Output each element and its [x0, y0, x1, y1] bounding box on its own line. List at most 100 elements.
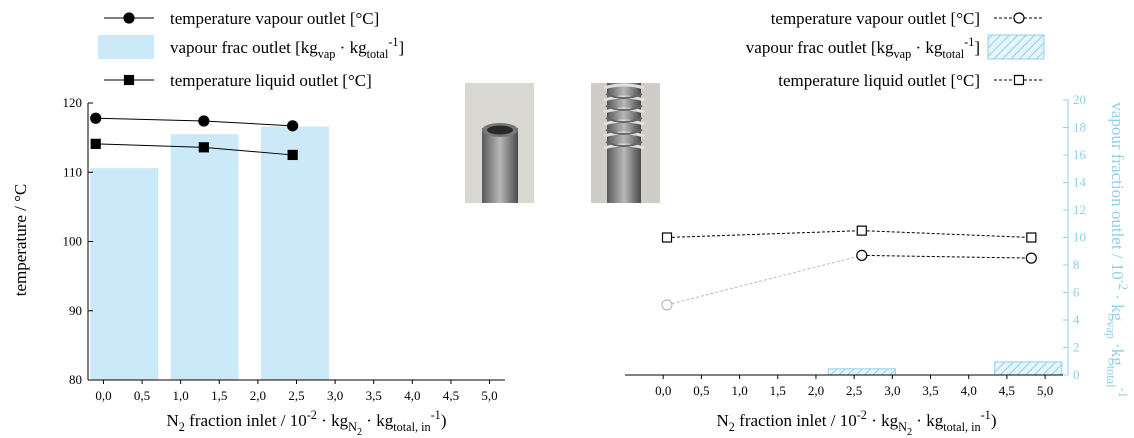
x-tick-label: 4,0: [404, 388, 420, 403]
x-tick-label: 4,0: [961, 383, 977, 398]
x-tick-label: 3,0: [884, 383, 900, 398]
x-axis-label-part: fraction inlet / 10: [185, 411, 307, 430]
legend-label-part: -1: [388, 35, 398, 49]
legend-label-part: total: [942, 47, 964, 61]
legend-label-part: temperature liquid outlet [°C]: [778, 71, 980, 90]
line-segment: [96, 118, 204, 121]
bar: [261, 127, 329, 380]
y-axis-label: temperature / °C: [11, 184, 30, 297]
legend-label-part: · kg: [911, 38, 943, 57]
y-axis-label-part: vapour fraction outlet / 10: [1108, 102, 1127, 280]
x-tick-label: 0,0: [95, 388, 111, 403]
photo-plain-tube: [465, 83, 534, 203]
legend-label: temperature vapour outlet [°C]: [170, 9, 379, 28]
x-axis-label-part: -2: [857, 408, 867, 422]
x-tick-label: 4,5: [443, 388, 459, 403]
point: [857, 226, 866, 235]
x-axis-label-part: -1: [981, 408, 991, 422]
legend-label-part: vap: [894, 47, 912, 61]
x-tick-label: 1,5: [770, 383, 786, 398]
point: [288, 150, 297, 159]
point: [91, 139, 100, 148]
x-axis-label-part: fraction inlet / 10: [735, 411, 857, 430]
y-tick-label: 12: [1073, 202, 1086, 217]
y-axis-label-part: vap: [1104, 321, 1118, 339]
x-tick-label: 2,5: [288, 388, 304, 403]
y-tick-label: 16: [1073, 147, 1087, 162]
bar: [171, 134, 239, 380]
y-axis-label-part: temperature / °C: [11, 184, 30, 297]
y-tick-label: 10: [1073, 230, 1086, 245]
legend-marker: [1014, 13, 1024, 23]
y-tick-label: 14: [1073, 175, 1087, 190]
y-axis-label-part: · kg: [1108, 290, 1127, 322]
y-axis-label-part: ·kg: [1108, 339, 1127, 366]
y-axis-label-part: -2: [1116, 280, 1130, 290]
x-axis-label-part: · kg: [867, 411, 899, 430]
line-segment: [862, 255, 1032, 258]
y-tick-label: 100: [63, 234, 83, 249]
x-axis-label: N2 fraction inlet / 10-2 · kgN2 · kgtota…: [717, 408, 997, 438]
x-tick-label: 0,0: [655, 383, 671, 398]
legend-marker: [125, 76, 134, 85]
legend-label: temperature vapour outlet [°C]: [771, 9, 980, 28]
point: [199, 116, 209, 126]
legend-label-part: ]: [399, 38, 405, 57]
x-axis-label-part: -1: [431, 408, 441, 422]
point: [1027, 233, 1036, 242]
legend-label-part: total: [367, 47, 389, 61]
figure: 0,0 0,5 1,0 1,5 2,0 2,5 3,0 3,5 4,0 4,5 5,0 N 2 frac…: [0, 0, 1134, 438]
line-segment: [667, 255, 862, 305]
point: [857, 250, 867, 260]
y-axis-label-part: total: [1104, 366, 1118, 388]
legend-label-part: vapour frac outlet [kg: [170, 38, 318, 57]
line-segment: [667, 231, 862, 238]
x-axis-label-part: N: [167, 411, 179, 430]
x-tick-label: 2,0: [250, 388, 266, 403]
bar: [90, 168, 158, 380]
x-tick-label: 3,0: [327, 388, 343, 403]
y-tick-label: 4: [1073, 312, 1080, 327]
legend-label: temperature liquid outlet [°C]: [778, 71, 980, 90]
y-tick-label: 0: [1073, 367, 1080, 382]
x-axis-label-part: ): [441, 411, 447, 430]
x-tick-label: 4,5: [999, 383, 1015, 398]
legend-label: vapour frac outlet [kgvap · kgtotal-1]: [170, 35, 404, 61]
legend-swatch: [98, 35, 154, 59]
legend-marker: [124, 13, 134, 23]
x-axis-label-part: total, in: [393, 420, 430, 434]
legend-label-part: temperature vapour outlet [°C]: [771, 9, 980, 28]
y-tick-label: 18: [1073, 120, 1086, 135]
x-axis-label-part: · kg: [317, 411, 349, 430]
point: [199, 143, 208, 152]
legend-marker: [1015, 76, 1024, 85]
x-axis-label-part: ): [991, 411, 997, 430]
y-tick-label: 20: [1073, 92, 1086, 107]
x-axis-label-part: N: [717, 411, 729, 430]
y-tick-label: 120: [63, 95, 83, 110]
y-tick-label: 2: [1073, 340, 1080, 355]
legend-label-part: temperature vapour outlet [°C]: [170, 9, 379, 28]
x-tick-label: 2,0: [808, 383, 824, 398]
x-tick-label: 3,5: [366, 388, 382, 403]
legend-swatch: [988, 35, 1044, 59]
x-axis-label-part: -2: [307, 408, 317, 422]
x-tick-label: 1,0: [731, 383, 747, 398]
legend-label-part: · kg: [335, 38, 367, 57]
line-segment: [204, 121, 293, 126]
legend-label-part: vap: [318, 47, 336, 61]
x-tick-label: 0,5: [693, 383, 709, 398]
x-tick-label: 5,0: [481, 388, 497, 403]
point: [1026, 253, 1036, 263]
y-tick-label: 110: [63, 164, 82, 179]
legend-label-part: temperature liquid outlet [°C]: [170, 71, 372, 90]
y-tick-label: 90: [69, 303, 82, 318]
point: [662, 300, 672, 310]
y-axis-label: vapour fraction outlet / 10-2 · kgvap ·k…: [1104, 102, 1130, 397]
y-tick-label: 80: [69, 372, 82, 387]
x-axis-label-part: · kg: [912, 411, 944, 430]
x-axis-label: N2 fraction inlet / 10-2 · kgN2 · kgtota…: [167, 408, 447, 438]
legend-label-part: vapour frac outlet [kg: [746, 38, 894, 57]
line-segment: [862, 231, 1032, 238]
x-tick-label: 3,5: [922, 383, 938, 398]
